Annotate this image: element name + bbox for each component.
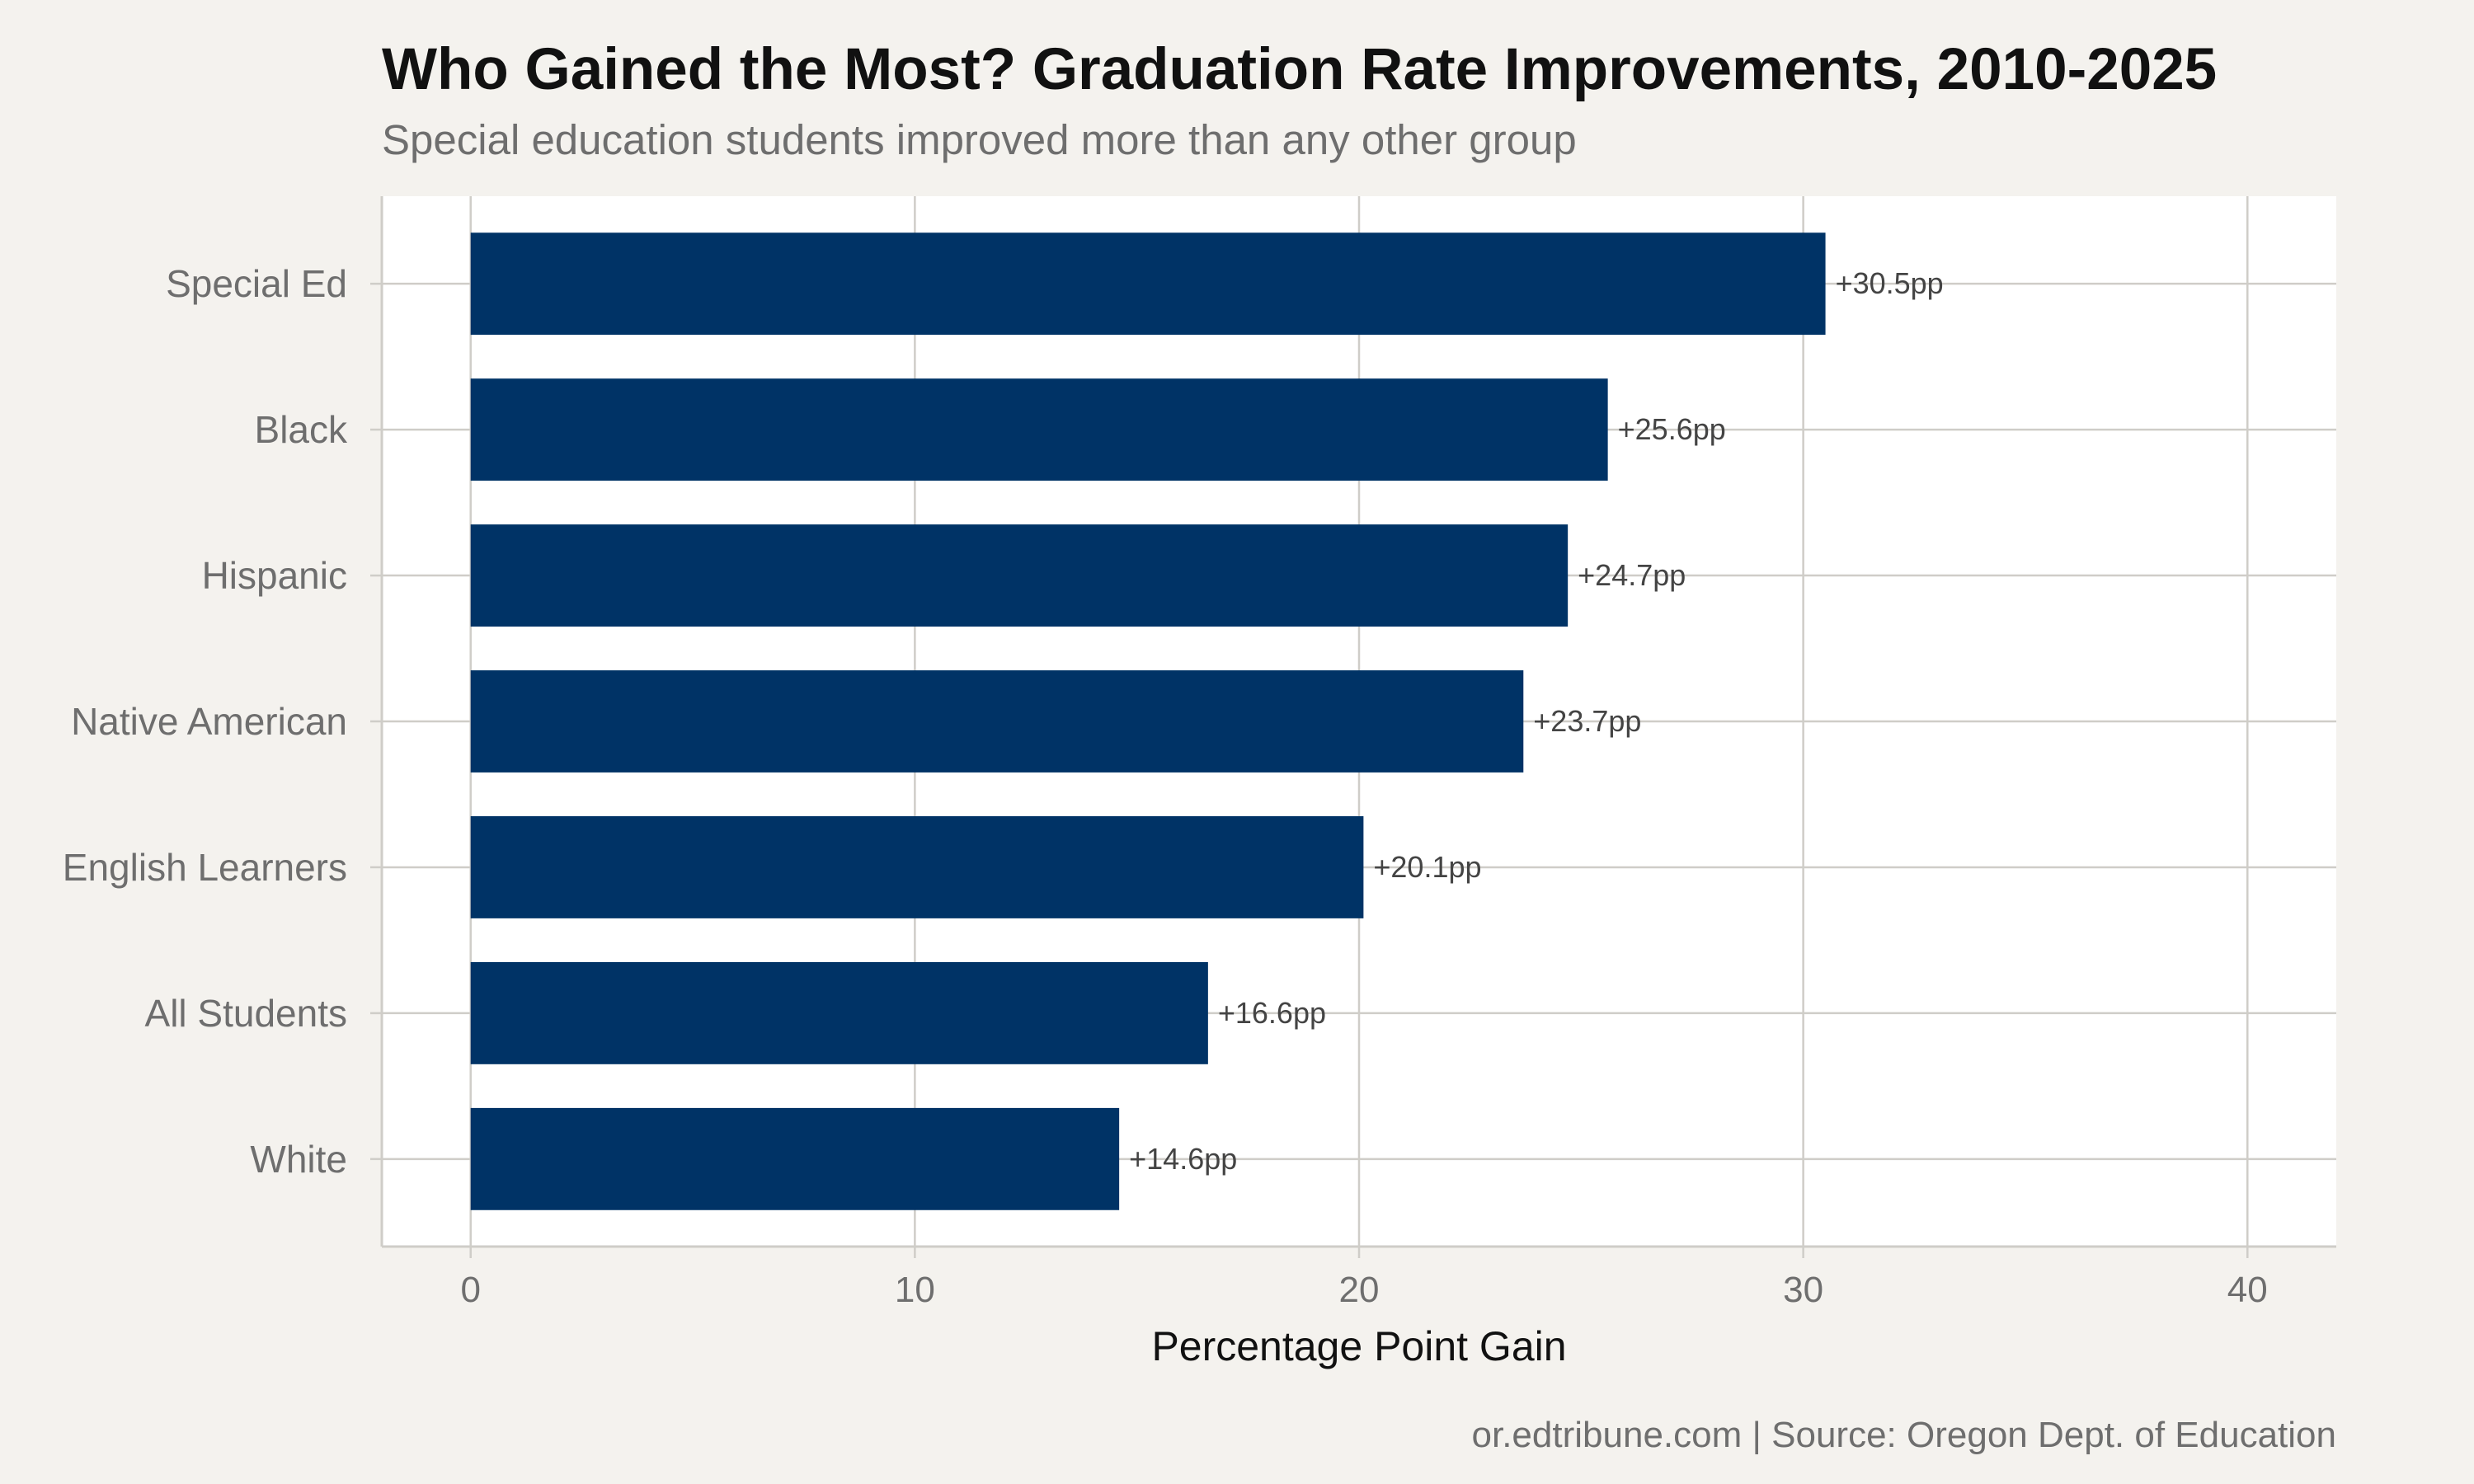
chart-subtitle: Special education students improved more… <box>382 116 1577 163</box>
x-tick-label: 30 <box>1783 1270 1823 1310</box>
data-label: +30.5pp <box>1836 266 1944 300</box>
y-tick-label: All Students <box>145 992 347 1035</box>
data-label: +25.6pp <box>1618 412 1726 446</box>
x-axis-title: Percentage Point Gain <box>1151 1323 1566 1369</box>
y-tick-label: Black <box>255 408 348 451</box>
data-label: +14.6pp <box>1129 1142 1237 1176</box>
chart-title: Who Gained the Most? Graduation Rate Imp… <box>382 37 2218 102</box>
bar-native-american <box>470 670 1524 773</box>
source-caption: or.edtribune.com | Source: Oregon Dept. … <box>1471 1415 2336 1455</box>
bar-hispanic <box>470 524 1569 627</box>
bar-all-students <box>470 961 1208 1064</box>
x-tick-label: 10 <box>895 1270 935 1310</box>
x-tick-label: 20 <box>1339 1270 1380 1310</box>
bar-special-ed <box>470 232 1826 336</box>
bar-white <box>470 1107 1120 1210</box>
bar-black <box>470 378 1608 481</box>
y-tick-label: White <box>250 1138 347 1181</box>
data-label: +16.6pp <box>1218 996 1326 1030</box>
data-label: +24.7pp <box>1578 558 1686 592</box>
bar-english-learners <box>470 816 1364 918</box>
y-tick-label: Native American <box>71 700 347 743</box>
x-tick-label: 40 <box>2227 1270 2268 1310</box>
y-tick-label: Hispanic <box>202 554 347 597</box>
data-label: +20.1pp <box>1373 850 1481 884</box>
y-tick-label: Special Ed <box>166 262 347 305</box>
y-tick-label: English Learners <box>63 846 347 889</box>
data-label: +23.7pp <box>1533 704 1641 738</box>
x-tick-label: 0 <box>460 1270 480 1310</box>
